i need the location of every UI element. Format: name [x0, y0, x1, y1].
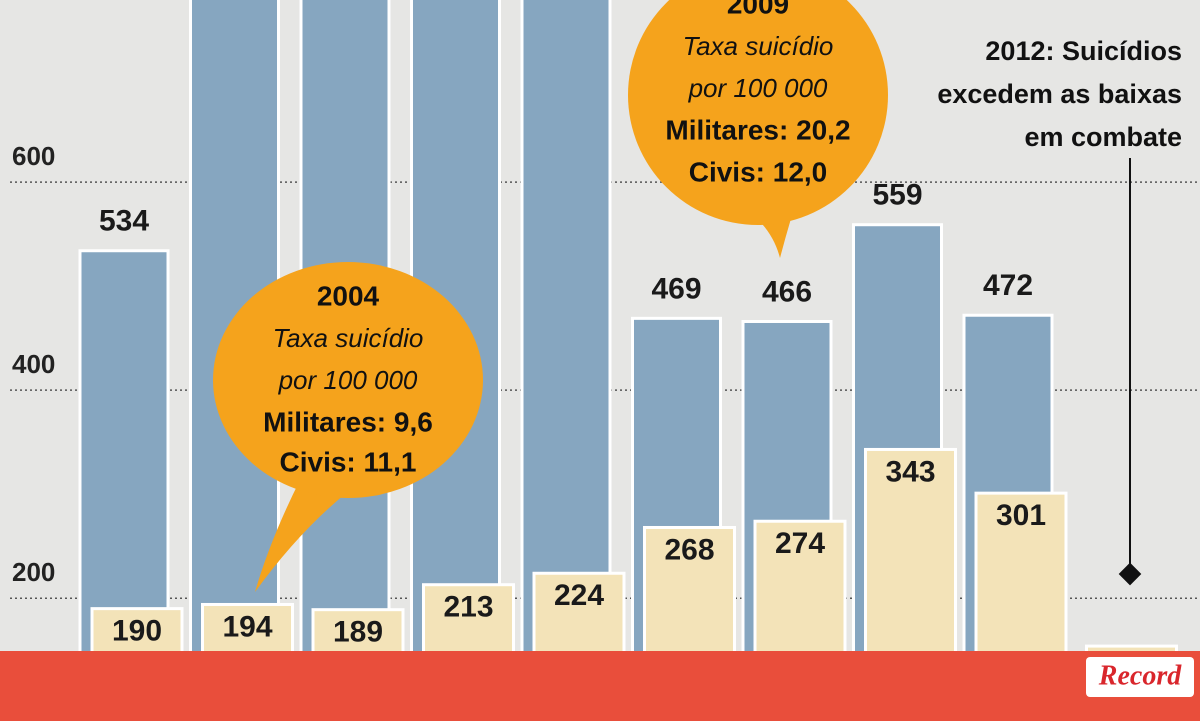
logo: Record [1098, 660, 1182, 691]
annotation-text: 2012: Suicídios [985, 36, 1182, 66]
annotation-text: em combate [1024, 122, 1182, 152]
annotation-year: 2009 [727, 0, 789, 19]
bubble [213, 262, 483, 498]
data-label: 274 [775, 527, 825, 560]
data-label: 268 [664, 533, 714, 566]
data-label: 224 [554, 579, 604, 612]
annotation-year: 2004 [317, 280, 380, 311]
annotation-marker [1118, 562, 1142, 586]
data-label: 469 [651, 272, 701, 305]
bubble [628, 0, 888, 225]
annotation-text: Civis: 12,0 [689, 156, 828, 187]
data-label: 190 [112, 615, 162, 648]
bubble-tail [255, 480, 350, 592]
y-tick-label: 600 [12, 141, 55, 171]
logo-box [1086, 657, 1194, 697]
data-label: 189 [333, 616, 383, 649]
data-label: 194 [222, 610, 272, 643]
y-tick-label: 200 [12, 557, 55, 587]
annotation-text: excedem as baixas [937, 79, 1182, 109]
annotations: 2004 Taxa suicídio por 100 000 Militares… [213, 0, 1182, 592]
data-label: 534 [99, 205, 149, 238]
annotation-text: Militares: 20,2 [665, 114, 850, 145]
y-tick-label: 400 [12, 349, 55, 379]
data-label: 466 [762, 275, 812, 308]
data-label: 343 [885, 455, 935, 488]
data-label: 213 [443, 591, 493, 624]
banner [0, 651, 1200, 721]
annotation-text: por 100 000 [688, 73, 828, 103]
annotation-text: Taxa suicídio [683, 31, 834, 61]
data-label: 559 [872, 179, 922, 212]
annotation-text: Taxa suicídio [273, 323, 424, 353]
annotation-text: Militares: 9,6 [263, 406, 433, 437]
annotation-text: Civis: 11,1 [280, 446, 417, 477]
data-label: 301 [996, 499, 1046, 532]
annotation-text: por 100 000 [278, 365, 418, 395]
data-label: 472 [983, 269, 1033, 302]
